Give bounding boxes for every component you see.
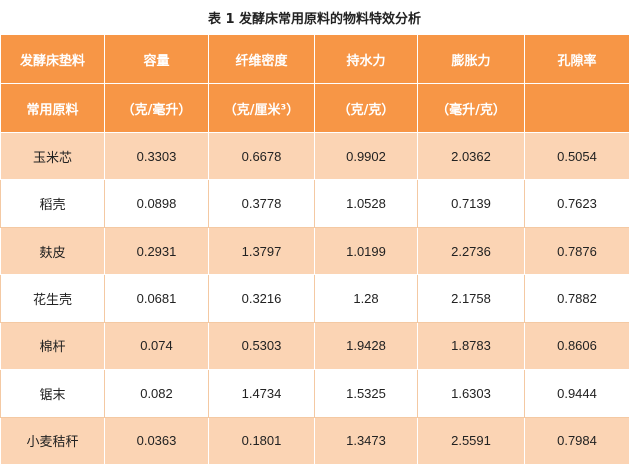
header-col-4-line2: （毫升/克） — [417, 83, 525, 133]
table-cell: 2.2736 — [417, 226, 525, 276]
table-cell: 0.0363 — [104, 416, 209, 465]
material-name-cell: 锯末 — [0, 369, 105, 418]
header-row-1: 发酵床垫料 容量 纤维密度 持水力 膨胀力 孔隙率 — [0, 34, 629, 84]
table-cell: 0.5054 — [524, 131, 629, 181]
table-cell: 0.6678 — [208, 131, 315, 181]
table-cell: 0.9444 — [524, 369, 629, 418]
header-col-3-line1: 持水力 — [314, 34, 418, 84]
header-col-5-line1: 孔隙率 — [524, 34, 629, 84]
table-cell: 0.7623 — [524, 179, 629, 228]
table-row: 花生壳 0.0681 0.3216 1.28 2.1758 0.7882 — [0, 274, 629, 323]
table-row: 棉杆 0.074 0.5303 1.9428 1.8783 0.8606 — [0, 321, 629, 371]
table-cell: 1.3797 — [208, 226, 315, 276]
header-col-2-line1: 纤维密度 — [208, 34, 315, 84]
table-cell: 0.1801 — [208, 416, 315, 465]
table-row: 稻壳 0.0898 0.3778 1.0528 0.7139 0.7623 — [0, 179, 629, 228]
header-row-2: 常用原料 （克/毫升） （克/厘米³） （克/克） （毫升/克） — [0, 83, 629, 133]
table-cell: 0.3778 — [208, 179, 315, 228]
table-row: 玉米芯 0.3303 0.6678 0.9902 2.0362 0.5054 — [0, 131, 629, 181]
table-cell: 0.7984 — [524, 416, 629, 465]
header-col-4-line1: 膨胀力 — [417, 34, 525, 84]
material-name-cell: 稻壳 — [0, 179, 105, 228]
table-cell: 0.082 — [104, 369, 209, 418]
header-col-3-line2: （克/克） — [314, 83, 418, 133]
table-cell: 1.0199 — [314, 226, 418, 276]
table-cell: 0.3216 — [208, 274, 315, 323]
table-cell: 1.28 — [314, 274, 418, 323]
table-cell: 1.0528 — [314, 179, 418, 228]
table-cell: 1.5325 — [314, 369, 418, 418]
table-caption: 表 1 发酵床常用原料的物料特效分析 — [207, 11, 422, 27]
table-cell: 2.1758 — [417, 274, 525, 323]
header-col-5-line2 — [524, 83, 629, 133]
material-name-cell: 麸皮 — [0, 226, 105, 276]
material-name-cell: 小麦秸秆 — [0, 416, 105, 465]
table-cell: 1.4734 — [208, 369, 315, 418]
table-cell: 2.0362 — [417, 131, 525, 181]
table-cell: 0.7882 — [524, 274, 629, 323]
table-cell: 0.074 — [104, 321, 209, 371]
table-cell: 1.8783 — [417, 321, 525, 371]
header-col-0-line1: 发酵床垫料 — [0, 34, 105, 84]
table-cell: 0.0681 — [104, 274, 209, 323]
header-col-1-line1: 容量 — [104, 34, 209, 84]
table-cell: 1.3473 — [314, 416, 418, 465]
header-col-1-line2: （克/毫升） — [104, 83, 209, 133]
table-row: 麸皮 0.2931 1.3797 1.0199 2.2736 0.7876 — [0, 226, 629, 276]
table-row: 锯末 0.082 1.4734 1.5325 1.6303 0.9444 — [0, 369, 629, 418]
material-name-cell: 棉杆 — [0, 321, 105, 371]
material-properties-table: 发酵床垫料 容量 纤维密度 持水力 膨胀力 孔隙率 常用原料 （克/毫升） （克… — [0, 34, 629, 465]
table-cell: 0.2931 — [104, 226, 209, 276]
table-cell: 0.3303 — [104, 131, 209, 181]
table-cell: 0.7139 — [417, 179, 525, 228]
table-cell: 0.5303 — [208, 321, 315, 371]
table-cell: 0.8606 — [524, 321, 629, 371]
table-row: 小麦秸秆 0.0363 0.1801 1.3473 2.5591 0.7984 — [0, 416, 629, 465]
material-name-cell: 花生壳 — [0, 274, 105, 323]
table-cell: 2.5591 — [417, 416, 525, 465]
material-name-cell: 玉米芯 — [0, 131, 105, 181]
table-cell: 1.6303 — [417, 369, 525, 418]
table-cell: 1.9428 — [314, 321, 418, 371]
table-cell: 0.0898 — [104, 179, 209, 228]
header-col-2-line2: （克/厘米³） — [208, 83, 315, 133]
table-cell: 0.9902 — [314, 131, 418, 181]
table-cell: 0.7876 — [524, 226, 629, 276]
header-col-0-line2: 常用原料 — [0, 83, 105, 133]
